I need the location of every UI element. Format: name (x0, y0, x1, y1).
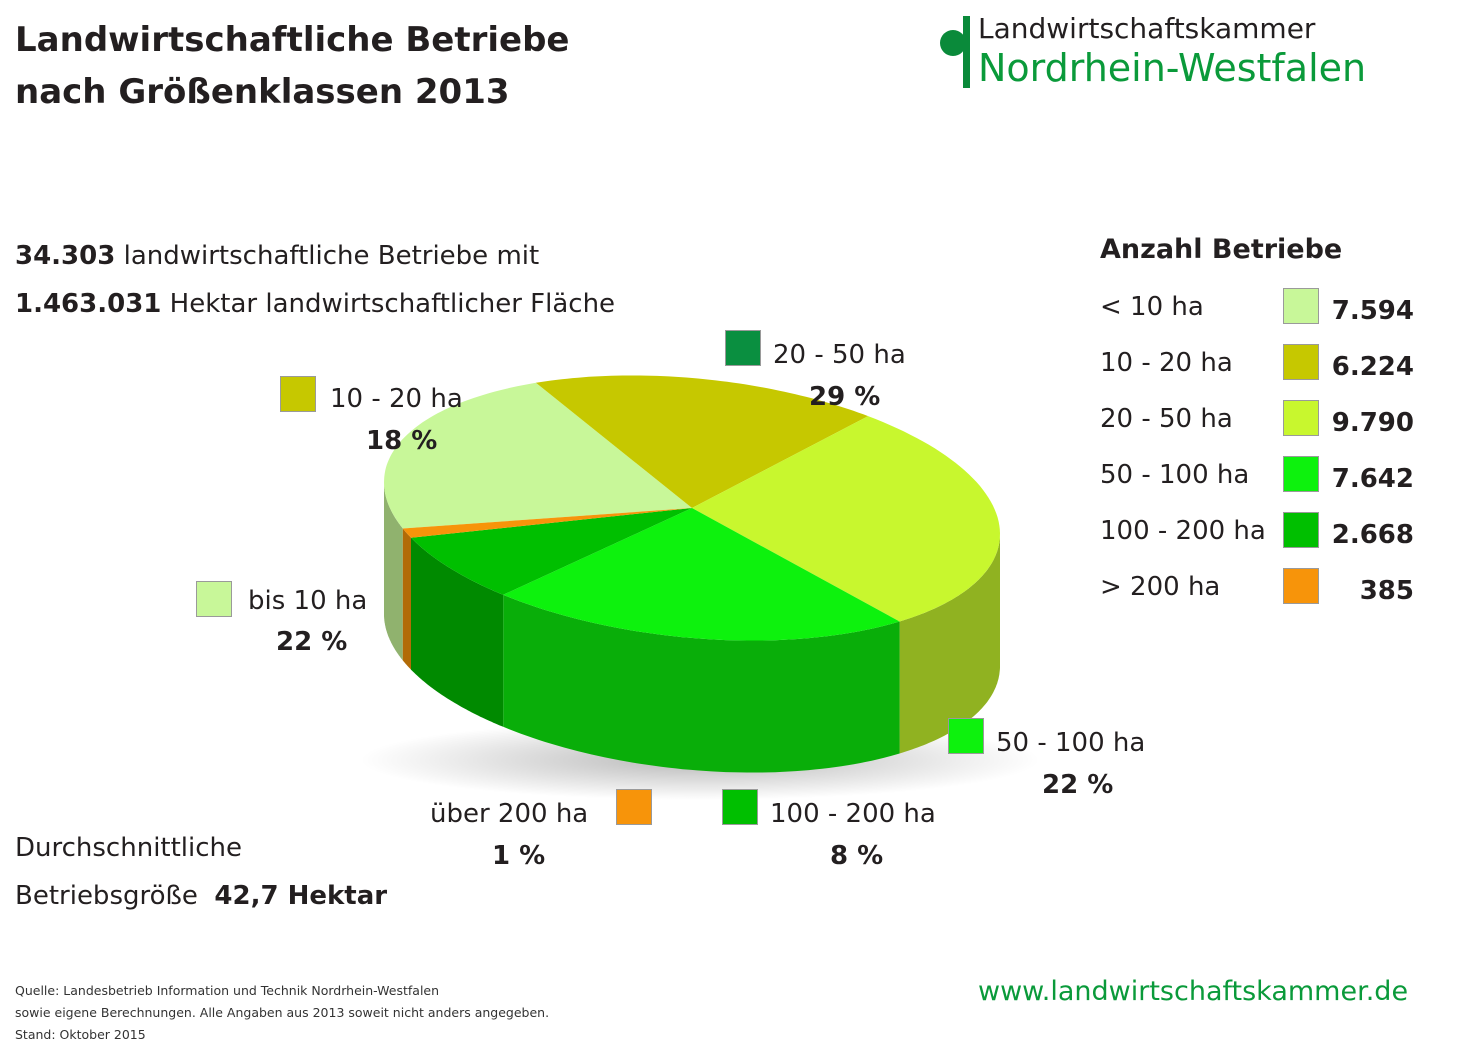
callout-pct-100-200: 8 % (830, 841, 884, 871)
logo-bar-icon (963, 16, 970, 88)
summary-text: 34.303 landwirtschaftliche Betriebe mit … (15, 232, 615, 328)
legend-label: 10 - 20 ha (1100, 348, 1233, 378)
pie-slice-20-50 (692, 416, 1000, 622)
callout-label-10-20: 10 - 20 ha (330, 384, 463, 414)
callout-pct-gt200: 1 % (492, 841, 546, 871)
pie-slice-100-200 (411, 508, 692, 595)
callout-pct-lt10: 22 % (276, 627, 348, 657)
average-value: 42,7 Hektar (214, 881, 388, 911)
callout-label-20-50: 20 - 50 ha (773, 340, 906, 370)
source-line3: Stand: Oktober 2015 (15, 1027, 146, 1042)
callout-label-50-100: 50 - 100 ha (996, 728, 1146, 758)
source-line2: sowie eigene Berechnungen. Alle Angaben … (15, 1005, 550, 1020)
legend-swatch-20-50 (1283, 400, 1319, 436)
callout-label-lt10: bis 10 ha (248, 586, 368, 616)
average-size: Durchschnittliche Betriebsgröße 42,7 Hek… (15, 824, 387, 920)
pie-slice-50-100 (503, 508, 900, 641)
callout-label-gt200: über 200 ha (430, 799, 589, 829)
pie-side-lt10 (384, 482, 403, 661)
website-url: www.landwirtschaftskammer.de (978, 976, 1409, 1007)
pie-slice-lt10 (384, 382, 692, 529)
callout-swatch-lt10 (196, 581, 232, 617)
legend-value: 7.594 (1331, 296, 1414, 326)
callout-swatch-50-100 (948, 718, 984, 754)
legend-row: 10 - 20 ha 6.224 (1100, 344, 1420, 384)
summary-area-text: Hektar landwirtschaftlicher Fläche (161, 289, 616, 319)
logo-text-line1: Landwirtschaftskammer (978, 12, 1316, 45)
legend-label: > 200 ha (1100, 572, 1221, 602)
callout-label-100-200: 100 - 200 ha (770, 799, 936, 829)
legend-row: > 200 ha 385 (1100, 568, 1420, 608)
callout-swatch-100-200 (722, 789, 758, 825)
pie-side-50-100 (503, 594, 900, 773)
legend-value: 7.642 (1331, 464, 1414, 494)
logo-dot-icon (940, 30, 966, 56)
legend-row: 100 - 200 ha 2.668 (1100, 512, 1420, 552)
legend-value: 385 (1359, 576, 1414, 606)
legend-swatch-10-20 (1283, 344, 1319, 380)
chart-title-line2: nach Größenklassen 2013 (15, 72, 510, 112)
source-note: Quelle: Landesbetrieb Information und Te… (15, 980, 549, 1046)
legend-value: 9.790 (1331, 408, 1414, 438)
summary-area: 1.463.031 (15, 289, 162, 319)
logo-text-line2: Nordrhein-Westfalen (978, 46, 1367, 90)
chart-title-line1: Landwirtschaftliche Betriebe (15, 20, 570, 60)
legend-swatch-100-200 (1283, 512, 1319, 548)
legend-row: 50 - 100 ha 7.642 (1100, 456, 1420, 496)
callout-pct-10-20: 18 % (366, 426, 438, 456)
legend-row: < 10 ha 7.594 (1100, 288, 1420, 328)
legend-label: < 10 ha (1100, 292, 1204, 322)
pie-side-100-200 (411, 537, 504, 727)
pie-side-gt200 (402, 528, 411, 670)
callout-pct-50-100: 22 % (1042, 770, 1114, 800)
legend-value: 6.224 (1331, 352, 1414, 382)
legend-swatch-50-100 (1283, 456, 1319, 492)
callout-swatch-10-20 (280, 376, 316, 412)
legend-label: 100 - 200 ha (1100, 516, 1266, 546)
legend-label: 50 - 100 ha (1100, 460, 1250, 490)
summary-count-text: landwirtschaftliche Betriebe mit (115, 241, 540, 271)
pie-slice-gt200 (402, 508, 692, 538)
legend-row: 20 - 50 ha 9.790 (1100, 400, 1420, 440)
average-line1: Durchschnittliche (15, 833, 243, 863)
pie-slice-10-20 (535, 375, 869, 508)
legend-value: 2.668 (1331, 520, 1414, 550)
legend-label: 20 - 50 ha (1100, 404, 1233, 434)
average-line2: Betriebsgröße (15, 881, 198, 911)
legend-swatch-lt10 (1283, 288, 1319, 324)
callout-swatch-20-50 (725, 330, 761, 366)
legend-title: Anzahl Betriebe (1100, 234, 1343, 265)
legend-swatch-gt200 (1283, 568, 1319, 604)
summary-count: 34.303 (15, 241, 116, 271)
callout-swatch-gt200 (616, 789, 652, 825)
chart-title: Landwirtschaftliche Betriebe nach Größen… (15, 14, 570, 118)
source-line1: Quelle: Landesbetrieb Information und Te… (15, 983, 440, 998)
pie-side-20-50 (899, 533, 1000, 754)
callout-pct-20-50: 29 % (809, 382, 881, 412)
